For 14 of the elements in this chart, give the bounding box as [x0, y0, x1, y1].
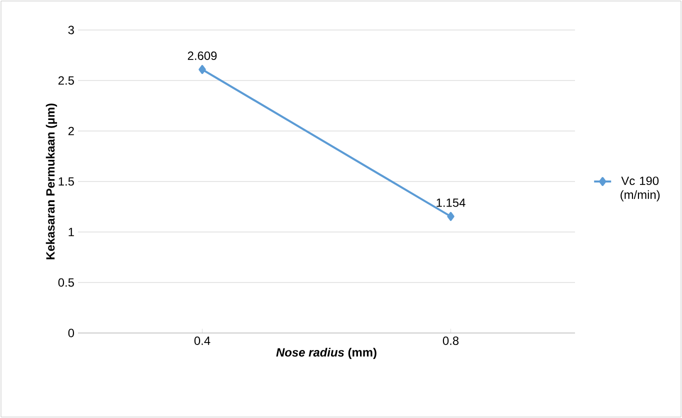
y-tick-label: 2.5 [58, 76, 74, 85]
data-label: 2.609 [188, 52, 217, 60]
data-label: 1.154 [436, 198, 466, 207]
x-tick-label: 0.8 [442, 336, 459, 345]
y-tick-label: 0.5 [58, 278, 74, 287]
y-tick-label: 3 [68, 26, 74, 34]
y-tick-label: 0 [68, 328, 74, 338]
y-tick-label: 2 [68, 126, 74, 136]
y-tick-label: 1 [68, 228, 74, 236]
y-tick-label: 1.5 [58, 177, 74, 186]
x-axis-title: Nose radius (mm) [276, 348, 376, 359]
legend-label: Vc 190 (m/min) [620, 176, 660, 202]
x-tick-label: 0.4 [194, 336, 210, 345]
y-axis-title: Kekasaran Permukaan (µm) [46, 104, 58, 260]
